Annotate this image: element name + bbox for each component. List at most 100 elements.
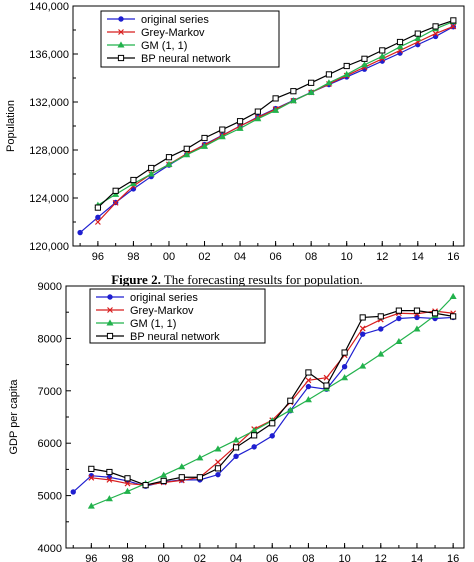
legend-marker <box>118 29 124 35</box>
legend-marker <box>106 332 114 340</box>
data-point <box>148 164 155 172</box>
data-point <box>269 420 276 427</box>
x-tick-label: 06 <box>266 553 278 562</box>
x-tick-label: 96 <box>92 251 104 263</box>
legend-entry: original series <box>107 14 209 26</box>
x-tick-label: 98 <box>121 553 133 562</box>
data-point <box>341 363 348 370</box>
legend-label: GM (1, 1) <box>141 40 187 52</box>
data-point <box>305 383 312 390</box>
legend-label: original series <box>141 14 209 26</box>
data-point <box>219 126 226 133</box>
data-point <box>160 471 168 478</box>
x-tick-label: 08 <box>302 553 314 562</box>
data-point <box>289 97 297 104</box>
data-point <box>214 465 222 472</box>
data-point <box>232 444 240 451</box>
data-point <box>325 71 333 78</box>
data-point <box>359 362 367 369</box>
data-point <box>95 214 101 221</box>
data-point <box>395 307 402 314</box>
data-point <box>183 145 190 152</box>
data-point <box>160 477 167 485</box>
data-point <box>218 133 226 140</box>
data-point <box>450 23 457 30</box>
data-point <box>413 325 421 332</box>
data-point <box>305 377 312 384</box>
data-point <box>341 349 348 356</box>
x-tick-label: 04 <box>230 553 242 562</box>
data-point <box>359 325 366 332</box>
x-tick-label: 02 <box>194 553 206 562</box>
gdp-per-capita-chart: 4000 5000 6000 7000 8000 9000 96 98 00 02 04 06 08 10… <box>8 281 465 562</box>
data-point <box>94 219 101 225</box>
data-point <box>269 433 275 439</box>
data-point <box>112 199 119 206</box>
legend-marker <box>118 16 124 22</box>
y-axis-label: Population <box>5 100 17 152</box>
y-tick-label: 5000 <box>38 491 62 503</box>
data-point <box>200 142 209 149</box>
legend-entry: BP neural network <box>107 53 231 65</box>
data-point <box>450 17 457 24</box>
data-point <box>147 170 155 177</box>
data-point <box>196 454 204 461</box>
data-point <box>196 474 203 481</box>
data-point <box>396 38 404 46</box>
legend-marker <box>106 319 114 326</box>
data-point <box>341 374 349 381</box>
x-tick-label: 16 <box>447 251 459 263</box>
data-point <box>290 88 297 95</box>
legend-label: Grey-Markov <box>141 27 205 39</box>
data-point <box>106 468 113 476</box>
data-point <box>106 476 113 483</box>
data-point <box>165 160 173 167</box>
data-point <box>88 465 95 472</box>
data-point <box>325 79 333 86</box>
data-point <box>88 474 95 481</box>
x-tick-label: 14 <box>411 553 423 562</box>
data-point <box>359 331 366 337</box>
data-point <box>361 55 368 62</box>
data-point <box>215 471 221 478</box>
legend-entry: Grey-Markov <box>107 27 205 39</box>
x-tick-label: 06 <box>269 251 281 263</box>
data-point <box>396 43 404 50</box>
data-point <box>450 313 457 320</box>
series-bp-neural-network <box>88 307 457 489</box>
data-point <box>165 154 173 161</box>
legend-marker <box>117 41 125 48</box>
x-tick-label: 12 <box>375 553 387 562</box>
data-point <box>431 310 439 317</box>
data-point <box>129 179 137 187</box>
x-tick-label: 00 <box>163 251 175 263</box>
legend-label: BP neural network <box>141 53 231 65</box>
data-point <box>377 313 384 320</box>
data-point <box>124 480 131 487</box>
data-point <box>87 502 95 509</box>
y-tick-label: 4000 <box>38 543 62 555</box>
x-tick-label: 04 <box>234 251 246 263</box>
x-tick-label: 10 <box>341 251 353 263</box>
figure-caption-text: The forecasting results for population. <box>160 272 363 287</box>
data-point <box>251 432 258 439</box>
y-tick-label: 136,000 <box>29 49 69 61</box>
x-tick-label: 96 <box>85 553 97 562</box>
data-point <box>142 482 149 489</box>
data-point <box>449 292 457 299</box>
y-tick-label: 6000 <box>38 438 62 450</box>
data-point <box>183 151 191 158</box>
x-tick-label: 10 <box>338 553 350 562</box>
data-point <box>130 176 137 184</box>
legend-label: Grey-Markov <box>130 305 194 317</box>
data-point <box>236 118 244 125</box>
data-point <box>233 453 239 459</box>
data-point <box>378 326 384 332</box>
data-point <box>395 337 403 345</box>
legend-marker <box>107 294 113 300</box>
data-point <box>254 115 262 122</box>
series-line <box>72 316 454 493</box>
legend-entry: GM (1, 1) <box>96 318 176 330</box>
figure-label: Figure 2. <box>111 272 161 287</box>
